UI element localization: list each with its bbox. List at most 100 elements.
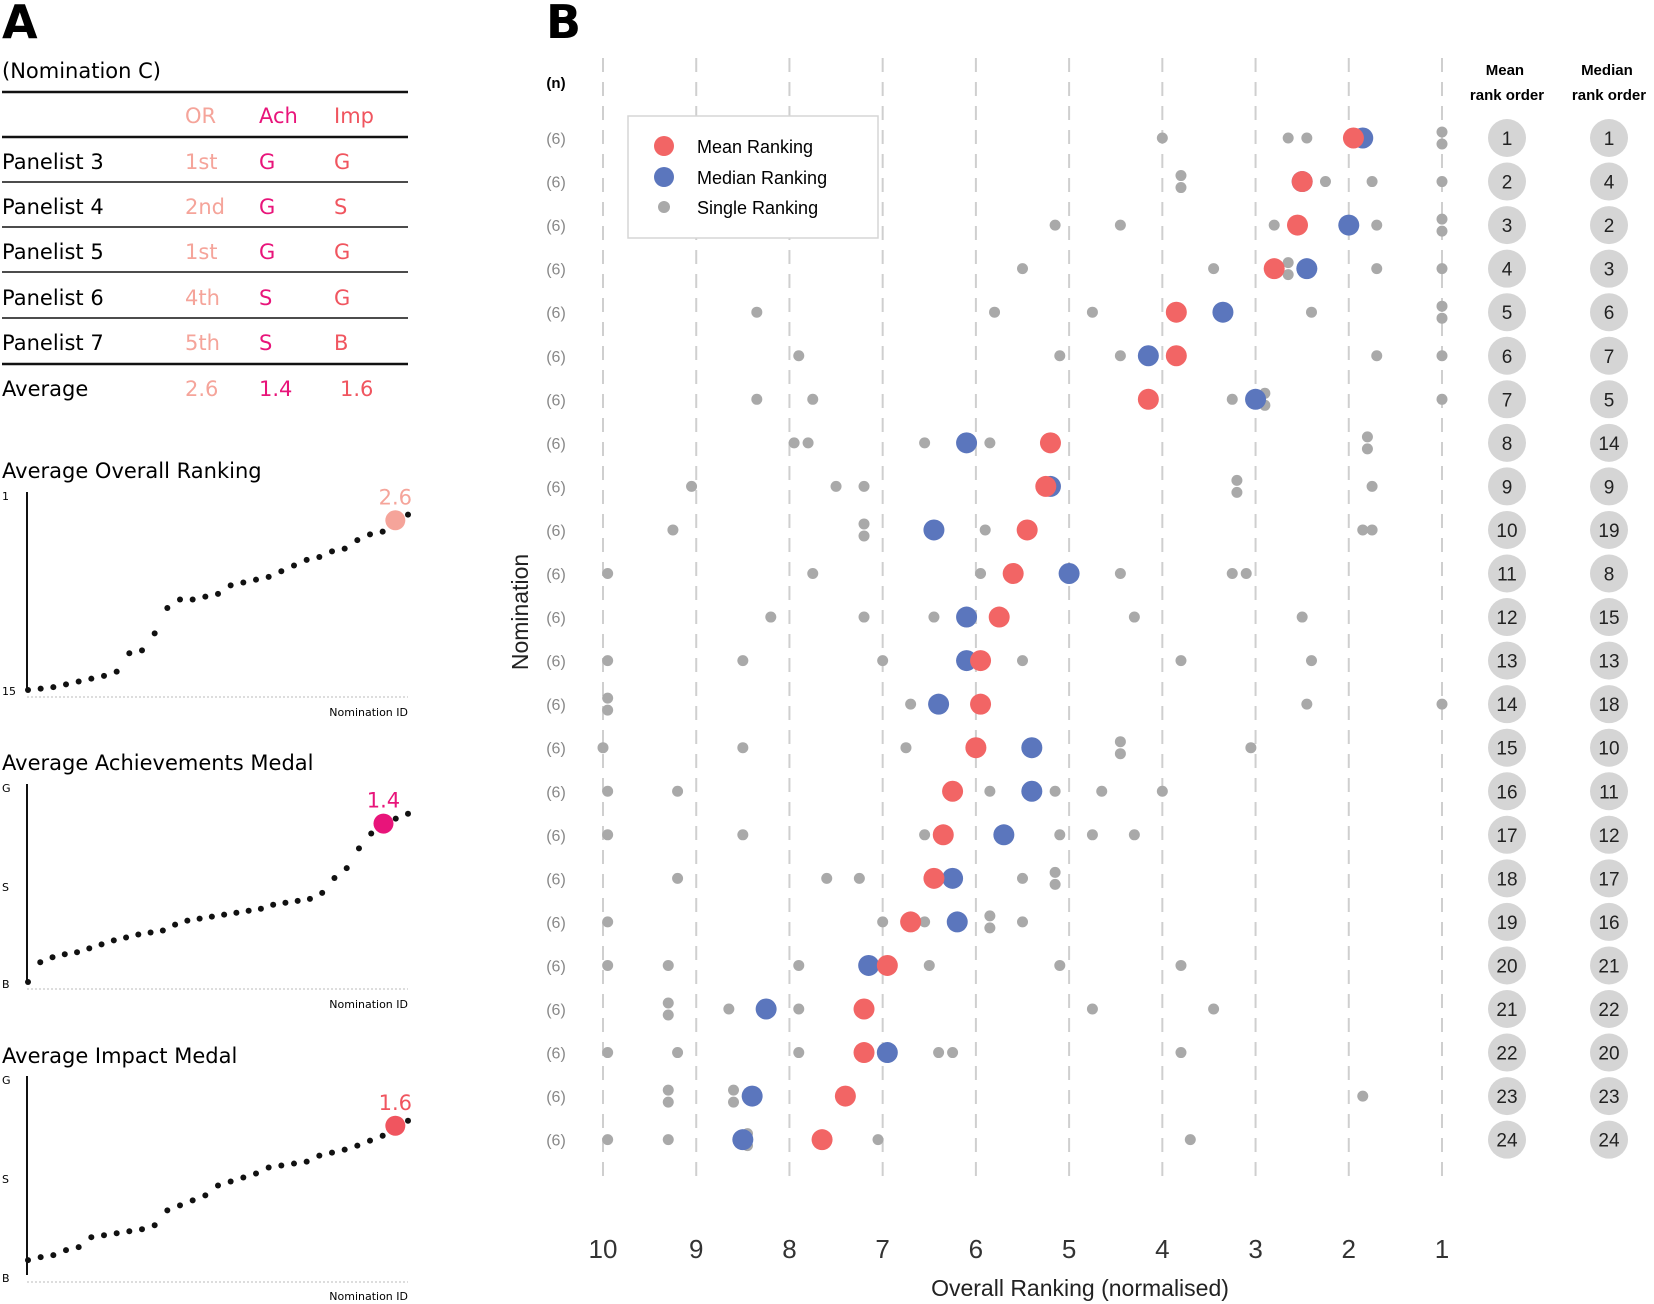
mean-rank-value: 2 [1502, 173, 1513, 194]
mean-rank-value: 11 [1497, 565, 1517, 586]
row-or: 5th [185, 331, 220, 355]
mean-rank-value: 15 [1496, 739, 1517, 760]
mini-point [151, 630, 158, 637]
mini-point [303, 1158, 310, 1165]
panel-a-letter: A [2, 0, 38, 49]
single-ranking-point [1086, 1003, 1098, 1015]
x-axis-title: Overall Ranking (normalised) [931, 1275, 1229, 1301]
single-ranking-point [1436, 263, 1448, 275]
mini-point [189, 596, 196, 603]
mean-ranking-point [970, 650, 992, 672]
mini-point [63, 1247, 69, 1254]
single-ranking-point [975, 568, 987, 579]
single-ranking-point [984, 785, 996, 797]
single-ranking-point [1114, 748, 1126, 760]
mini-point [86, 945, 93, 952]
single-ranking-point [1305, 655, 1317, 667]
single-ranking-point [1049, 219, 1061, 231]
mean-ranking-point [834, 1085, 856, 1107]
mini-point [37, 959, 44, 966]
single-ranking-point [751, 306, 763, 318]
x-tick-label: 8 [782, 1234, 796, 1264]
single-ranking-point [877, 655, 889, 667]
mini-point [50, 684, 57, 691]
panel-a: A (Nomination C) OR Ach Imp Panelist 3 1… [2, 0, 412, 1303]
nomination-row: (6) 12 15 [546, 598, 1628, 637]
row-n-label: (6) [546, 479, 566, 496]
median-rank-value: 22 [1598, 1000, 1619, 1021]
row-n-label: (6) [546, 654, 566, 671]
median-ranking-point [1296, 258, 1318, 280]
median-ranking-point [1137, 345, 1159, 367]
single-ranking-point [919, 829, 931, 841]
median-rank-badge [1590, 902, 1628, 941]
median-ranking-point [956, 432, 978, 454]
mean-ranking-point [970, 693, 992, 715]
single-ranking-point [1305, 306, 1317, 318]
row-n-label: (6) [546, 741, 566, 758]
row-ach: S [259, 331, 272, 355]
header-ach: Ach [259, 104, 298, 128]
nomination-row: (6) 17 12 [546, 815, 1628, 854]
mini-y-bottom-label: B [2, 1272, 10, 1285]
median-rank-value: 17 [1598, 869, 1619, 890]
mini-point [75, 678, 82, 685]
single-ranking-point [1296, 611, 1308, 623]
mean-rank-value: 17 [1496, 826, 1517, 847]
row-or: 1st [185, 150, 218, 174]
mean-rank-badge [1488, 598, 1526, 637]
row-or: 1st [185, 240, 218, 264]
mean-ranking-point [1342, 127, 1364, 149]
single-ranking-point [1054, 959, 1066, 971]
row-n-label: (6) [546, 1002, 566, 1019]
median-rank-badge [1590, 467, 1628, 506]
mini-point [227, 582, 234, 589]
single-ranking-point [1268, 219, 1280, 231]
single-ranking-point [1054, 829, 1066, 841]
mini-point [405, 1117, 411, 1124]
single-ranking-point [1086, 306, 1098, 318]
single-ranking-point [923, 959, 935, 971]
mini-point [392, 815, 399, 822]
single-ranking-point [1357, 524, 1369, 536]
mean-ranking-point [1002, 563, 1024, 584]
legend-mean-swatch [654, 136, 674, 156]
mini-point [50, 1252, 57, 1259]
median-ranking-point [858, 954, 880, 976]
single-ranking-point [1282, 132, 1294, 144]
median-rank-badge [1590, 1077, 1628, 1116]
row-imp: B [334, 331, 348, 355]
mini-point [240, 579, 247, 586]
nomination-row: (6) 13 13 [546, 641, 1628, 680]
single-ranking-point [1371, 219, 1383, 231]
nomination-row: (6) 7 5 [546, 380, 1628, 419]
nomination-row: (6) 3 2 [546, 206, 1628, 245]
legend-median-label: Median Ranking [697, 168, 827, 188]
median-rank-value: 11 [1599, 782, 1619, 803]
mean-rank-badge [1488, 685, 1526, 724]
mean-rank-badge [1488, 641, 1526, 680]
mean-ranking-point [811, 1129, 833, 1151]
mean-ranking-point [1165, 301, 1187, 323]
median-rank-badge [1590, 119, 1628, 157]
mini-point [291, 1160, 297, 1167]
mean-ranking-point [1165, 345, 1187, 367]
median-rank-badge [1590, 206, 1628, 245]
mean-ranking-point [1263, 258, 1285, 280]
single-ranking-point [905, 698, 917, 710]
single-ranking-point [1096, 785, 1108, 797]
median-ranking-point [946, 911, 968, 933]
single-ranking-point [1128, 611, 1140, 623]
mean-rank-badge [1488, 336, 1526, 375]
mini-chart-title: Average Impact Medal [2, 1044, 237, 1068]
single-ranking-point [723, 1003, 735, 1015]
mini-point [151, 1222, 158, 1229]
mini-chart-achievements: Average Achievements Medal G S B Nominat… [2, 751, 411, 1011]
single-ranking-point [602, 829, 614, 841]
single-ranking-point [853, 872, 865, 884]
table-row: Panelist 3 1st G G [2, 150, 408, 183]
median-rank-value: 5 [1604, 390, 1615, 411]
single-ranking-point [1366, 480, 1378, 492]
mean-ranking-point [1035, 475, 1057, 497]
mean-rank-badge [1488, 510, 1526, 549]
